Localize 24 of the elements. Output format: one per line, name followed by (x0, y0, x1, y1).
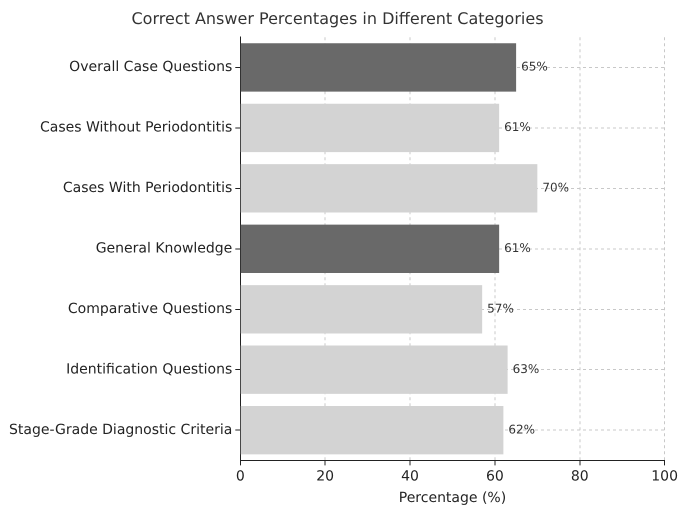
x-tick-label: 80 (570, 468, 589, 484)
chart-title: Correct Answer Percentages in Different Categories (131, 8, 544, 28)
y-tick-label: Comparative Questions (68, 300, 232, 317)
y-tick-label: Cases Without Periodontitis (40, 120, 232, 136)
data-label: 62% (508, 422, 536, 436)
x-axis-title: Percentage (%) (398, 490, 506, 506)
x-tick-label: 0 (236, 468, 245, 484)
data-label: 65% (521, 60, 548, 74)
y-tick-label: Identification Questions (66, 361, 232, 378)
y-tick-label: General Knowledge (96, 240, 232, 256)
data-label: 61% (504, 240, 531, 255)
y-tick-label: Overall Case Questions (69, 59, 232, 76)
x-tick-label: 20 (316, 468, 334, 484)
y-tick-label: Stage-Grade Diagnostic Criteria (9, 422, 232, 438)
bar (240, 224, 500, 273)
data-label: 63% (512, 362, 540, 376)
bar (240, 43, 516, 92)
x-tick-label: 40 (401, 468, 419, 484)
data-label: 57% (487, 301, 514, 316)
y-tick-label: Cases With Periodontitis (62, 180, 232, 196)
data-label: 70% (542, 180, 570, 194)
x-tick-label: 100 (651, 468, 678, 484)
data-label: 61% (504, 120, 531, 134)
x-tick-label: 60 (486, 468, 504, 484)
